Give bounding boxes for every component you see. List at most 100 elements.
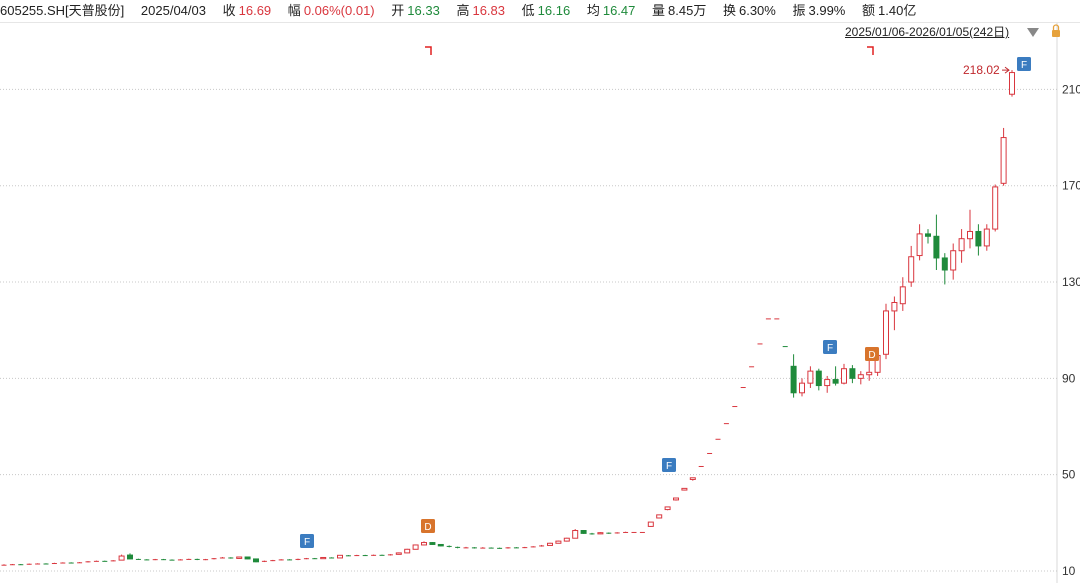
candle-body: [261, 560, 267, 562]
candle-body: [371, 554, 377, 556]
candle-body: [950, 250, 957, 271]
lock-icon[interactable]: [1052, 30, 1060, 37]
candle-body: [320, 556, 327, 560]
candle-body: [455, 546, 461, 548]
candle-body: [891, 302, 898, 312]
field-label: 均: [586, 3, 600, 18]
candle-body: [916, 233, 923, 257]
field-label: 量: [652, 3, 666, 18]
candle-body: [244, 556, 251, 560]
y-tick-label: 210: [1062, 82, 1080, 96]
event-marker-label: F: [304, 537, 310, 548]
field-value: 6.30%: [738, 3, 776, 18]
candle-body: [941, 257, 948, 271]
y-tick-label: 50: [1062, 468, 1076, 482]
candle-body: [1, 564, 7, 566]
range-corner: [867, 46, 874, 55]
candle-body: [765, 318, 771, 320]
lock-icon-shackle: [1052, 24, 1060, 30]
field-value: 16.16: [537, 3, 571, 18]
candle-body: [740, 387, 746, 389]
candle-body: [689, 477, 696, 480]
candle-body: [1000, 137, 1007, 184]
candle-body: [715, 438, 721, 440]
candle-body: [639, 531, 645, 533]
candle-body: [471, 547, 477, 549]
candle-body: [1009, 72, 1015, 95]
event-marker: [823, 340, 837, 354]
field-value: 8.45万: [668, 3, 707, 18]
event-marker: [300, 534, 314, 548]
annotation-arrowhead: [1004, 66, 1010, 74]
candle-body: [790, 365, 797, 394]
y-tick-label: 170: [1062, 179, 1080, 193]
candle-body: [580, 530, 587, 534]
field-value: 16.83: [472, 3, 506, 18]
field-value: 1.40亿: [878, 3, 917, 18]
candle-body: [841, 368, 847, 384]
candle-body: [681, 487, 688, 491]
event-marker-label: D: [868, 350, 875, 361]
candle-body: [303, 558, 309, 560]
field-label: 换: [722, 3, 736, 18]
candle-body: [631, 531, 637, 533]
candle-body: [186, 558, 192, 560]
candle-body: [707, 452, 713, 454]
candle-body: [866, 371, 873, 376]
field-value: 0.06%(0.01): [303, 3, 375, 18]
candle-body: [815, 370, 822, 387]
candle-body: [110, 560, 116, 562]
candle-body: [51, 563, 57, 565]
field-value: 3.99%: [808, 3, 846, 18]
candle-body: [606, 532, 612, 534]
field-label: 振: [792, 3, 806, 18]
field-label: 额: [862, 3, 876, 18]
candle-body: [807, 370, 814, 384]
candle-body: [270, 560, 276, 562]
candle-body: [26, 563, 32, 565]
candle-body: [152, 559, 158, 561]
plot: 10 50 90 130 170 210 F D F F D F 218.02: [0, 57, 1080, 578]
stock-code: 605255.SH[天普股份]: [0, 3, 125, 18]
candle-body: [35, 563, 41, 565]
candle-body: [102, 560, 108, 562]
candle-body: [664, 506, 671, 511]
candle-body: [412, 544, 419, 550]
event-marker: [662, 458, 676, 472]
candle-body: [387, 554, 393, 556]
candle-body: [429, 542, 436, 545]
candle-body: [253, 558, 259, 563]
candle-body: [572, 530, 579, 539]
candle-body: [287, 559, 293, 561]
y-tick-label: 90: [1062, 371, 1076, 385]
info-bar: 605255.SH[天普股份] 2025/04/03 收 16.69 幅 0.06%…: [0, 0, 1080, 23]
candle-body: [925, 233, 931, 237]
candle-body: [698, 465, 704, 467]
candle-body: [219, 557, 225, 559]
candle-body: [673, 497, 679, 501]
candle-body: [857, 374, 864, 379]
dropdown-arrow[interactable]: [1027, 28, 1039, 37]
date-range[interactable]: 2025/01/06-2026/01/05(242日): [845, 25, 1010, 39]
candle-body: [563, 537, 570, 542]
candle-body: [623, 531, 629, 533]
candle-body: [211, 558, 217, 560]
candle-body: [849, 368, 856, 379]
candle-body: [85, 561, 91, 563]
candle-body: [933, 235, 940, 259]
candle-body: [144, 559, 150, 561]
candle-body: [782, 346, 788, 348]
candle-body: [597, 532, 604, 535]
candle-body: [824, 379, 831, 387]
field-value: 16.33: [407, 3, 440, 18]
event-marker-label: D: [424, 522, 431, 533]
field-label: 高: [456, 3, 470, 18]
candle-body: [228, 557, 234, 559]
field-label: 开: [391, 3, 405, 18]
candle-body: [723, 423, 729, 425]
candle-body: [395, 552, 402, 555]
candle-body: [757, 343, 763, 345]
candle-body: [647, 521, 654, 527]
y-tick-label: 130: [1062, 275, 1080, 289]
candle-body: [437, 543, 444, 547]
